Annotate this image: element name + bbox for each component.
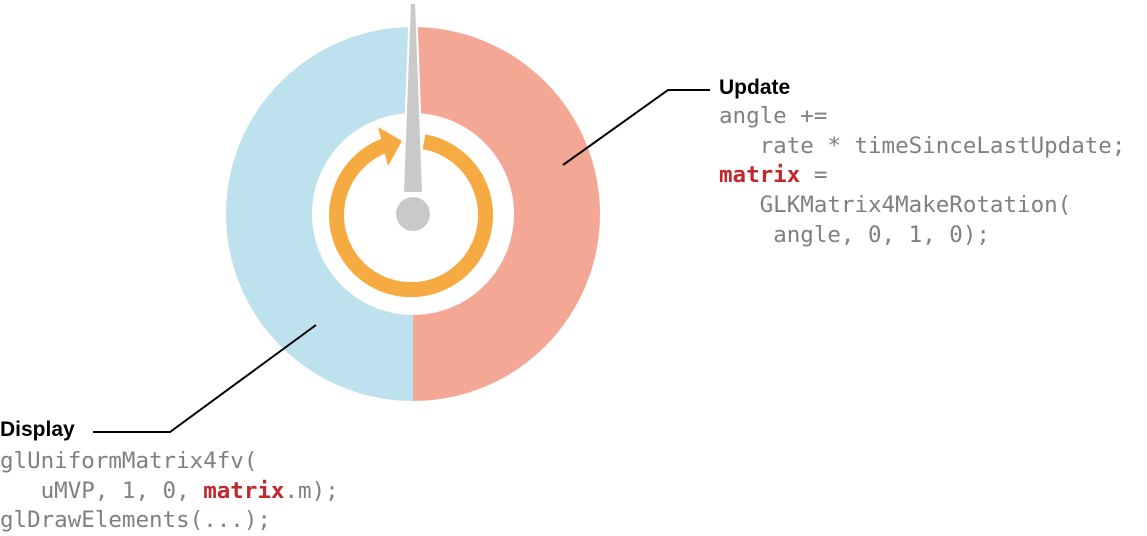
update-label: Update [719, 76, 791, 99]
code-line: rate * timeSinceLastUpdate; [759, 132, 1126, 159]
display-label: Display [0, 418, 75, 441]
code-line: glDrawElements(...); [0, 507, 271, 534]
display-leader-line [93, 324, 317, 433]
code-line: angle += [719, 103, 828, 129]
code-line: uMVP, 1, 0, matrix.m); [0, 477, 339, 504]
update-code: angle += rate * timeSinceLastUpdate; matr… [719, 102, 1125, 251]
code-line: matrix = [719, 162, 828, 189]
code-line: angle, 0, 1, 0); [773, 221, 990, 248]
code-line: glUniformMatrix4fv( [0, 448, 258, 474]
cycle-arrow-icon [329, 134, 493, 298]
matrix-keyword: matrix [203, 477, 285, 504]
display-code: glUniformMatrix4fv( uMVP, 1, 0, matrix.m… [0, 447, 339, 536]
code-line: GLKMatrix4MakeRotation( [759, 192, 1072, 219]
needle-hub-icon [396, 197, 430, 231]
matrix-keyword: matrix [719, 162, 801, 189]
cycle-arrowhead-icon [378, 127, 402, 166]
update-leader-line [562, 89, 710, 166]
needle-icon [401, 2, 425, 194]
